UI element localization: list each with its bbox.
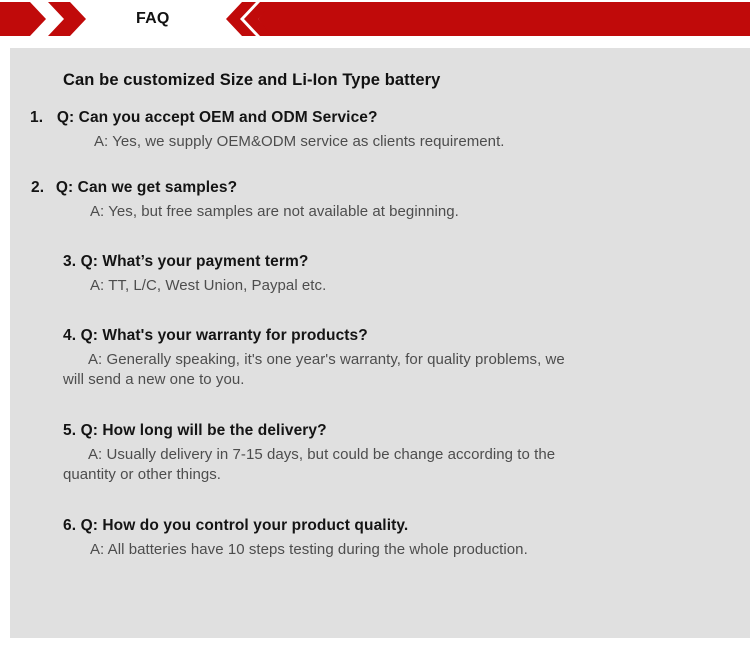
faq-question-line: 2. Q: Can we get samples?: [31, 179, 238, 196]
faq-item-number: 6.: [63, 517, 77, 534]
faq-question-line: 4. Q: What's your warranty for products?: [10, 326, 750, 346]
faq-question-line: 3. Q: What’s your payment term?: [10, 252, 750, 272]
faq-answer-continuation: will send a new one to you.: [63, 371, 245, 388]
banner-left-bar: [0, 2, 46, 36]
faq-question-line: 5. Q: How long will be the delivery?: [10, 421, 750, 441]
faq-answer-text: A: Yes, but free samples are not availab…: [90, 203, 459, 220]
faq-question-line: 1. Q: Can you accept OEM and ODM Service…: [30, 109, 378, 126]
faq-answer-continuation: quantity or other things.: [63, 466, 222, 483]
faq-answer-text: A: Generally speaking, it's one year's w…: [88, 351, 565, 368]
page-title: FAQ: [136, 10, 170, 27]
faq-answer-text: A: All batteries have 10 steps testing d…: [90, 541, 528, 558]
faq-question-text: Q: Can we get samples?: [55, 179, 238, 196]
chevron-right-icon: [48, 2, 80, 36]
faq-question-line: 6. Q: How do you control your product qu…: [10, 516, 750, 536]
faq-question-text: Q: How do you control your product quali…: [80, 517, 409, 534]
banner-right-bar: [258, 2, 750, 36]
faq-item-number: 5.: [63, 422, 77, 439]
faq-list: 1. Q: Can you accept OEM and ODM Service…: [10, 108, 750, 560]
faq-question-text: Q: What’s your payment term?: [80, 253, 309, 270]
faq-question-text: Q: Can you accept OEM and ODM Service?: [56, 109, 378, 126]
faq-question-text: Q: What's your warranty for products?: [80, 327, 368, 344]
faq-answer-text: A: Usually delivery in 7-15 days, but co…: [88, 446, 556, 463]
faq-content-panel: Can be customized Size and Li-Ion Type b…: [10, 48, 750, 638]
faq-heading: Can be customized Size and Li-Ion Type b…: [63, 71, 441, 89]
faq-banner: FAQ: [0, 0, 750, 40]
faq-item-number: 4.: [63, 327, 77, 344]
faq-item: 4. Q: What's your warranty for products?…: [10, 296, 750, 390]
faq-item: 6. Q: How do you control your product qu…: [10, 485, 750, 560]
faq-item: 5. Q: How long will be the delivery? A: …: [10, 390, 750, 485]
faq-answer-text: A: TT, L/C, West Union, Paypal etc.: [90, 277, 327, 294]
faq-item: 3. Q: What’s your payment term? A: TT, L…: [10, 222, 750, 296]
faq-item: 1. Q: Can you accept OEM and ODM Service…: [10, 108, 750, 152]
faq-question-text: Q: How long will be the delivery?: [80, 422, 327, 439]
faq-answer-text: A: Yes, we supply OEM&ODM service as cli…: [94, 133, 505, 150]
faq-item-number: 3.: [63, 253, 77, 270]
faq-item: 2. Q: Can we get samples? A: Yes, but fr…: [10, 152, 750, 222]
